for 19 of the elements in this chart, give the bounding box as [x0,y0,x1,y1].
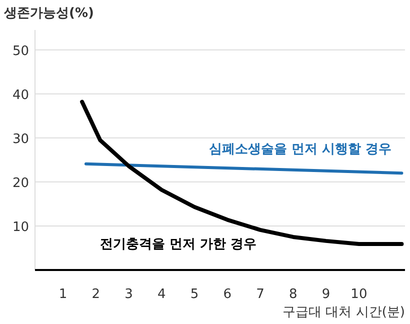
x-tick-label: 10 [350,287,368,302]
y-tick-label: 10 [12,220,29,235]
series-label: 전기충격을 먼저 가한 경우 [100,237,257,252]
y-tick-label: 20 [12,176,29,191]
series-label: 심폐소생술을 먼저 시행할 경우 [209,142,392,158]
x-tick-label: 2 [92,287,100,302]
x-tick-label: 1 [58,287,68,302]
x-tick-label: 9 [322,287,330,302]
x-tick-label: 4 [157,287,166,302]
x-tick-label: 7 [256,287,264,302]
x-tick-label: 8 [289,287,298,302]
y-tick-label: 30 [12,132,29,147]
x-tick-label: 6 [223,287,232,302]
x-tick-label: 5 [190,287,199,302]
y-axis-title: 생존가능성(%) [3,6,94,21]
x-axis-title: 구급대 대처 시간(분) [282,305,405,320]
y-tick-label: 40 [12,88,29,103]
x-tick-label: 3 [124,287,133,302]
y-tick-label: 50 [12,44,29,59]
